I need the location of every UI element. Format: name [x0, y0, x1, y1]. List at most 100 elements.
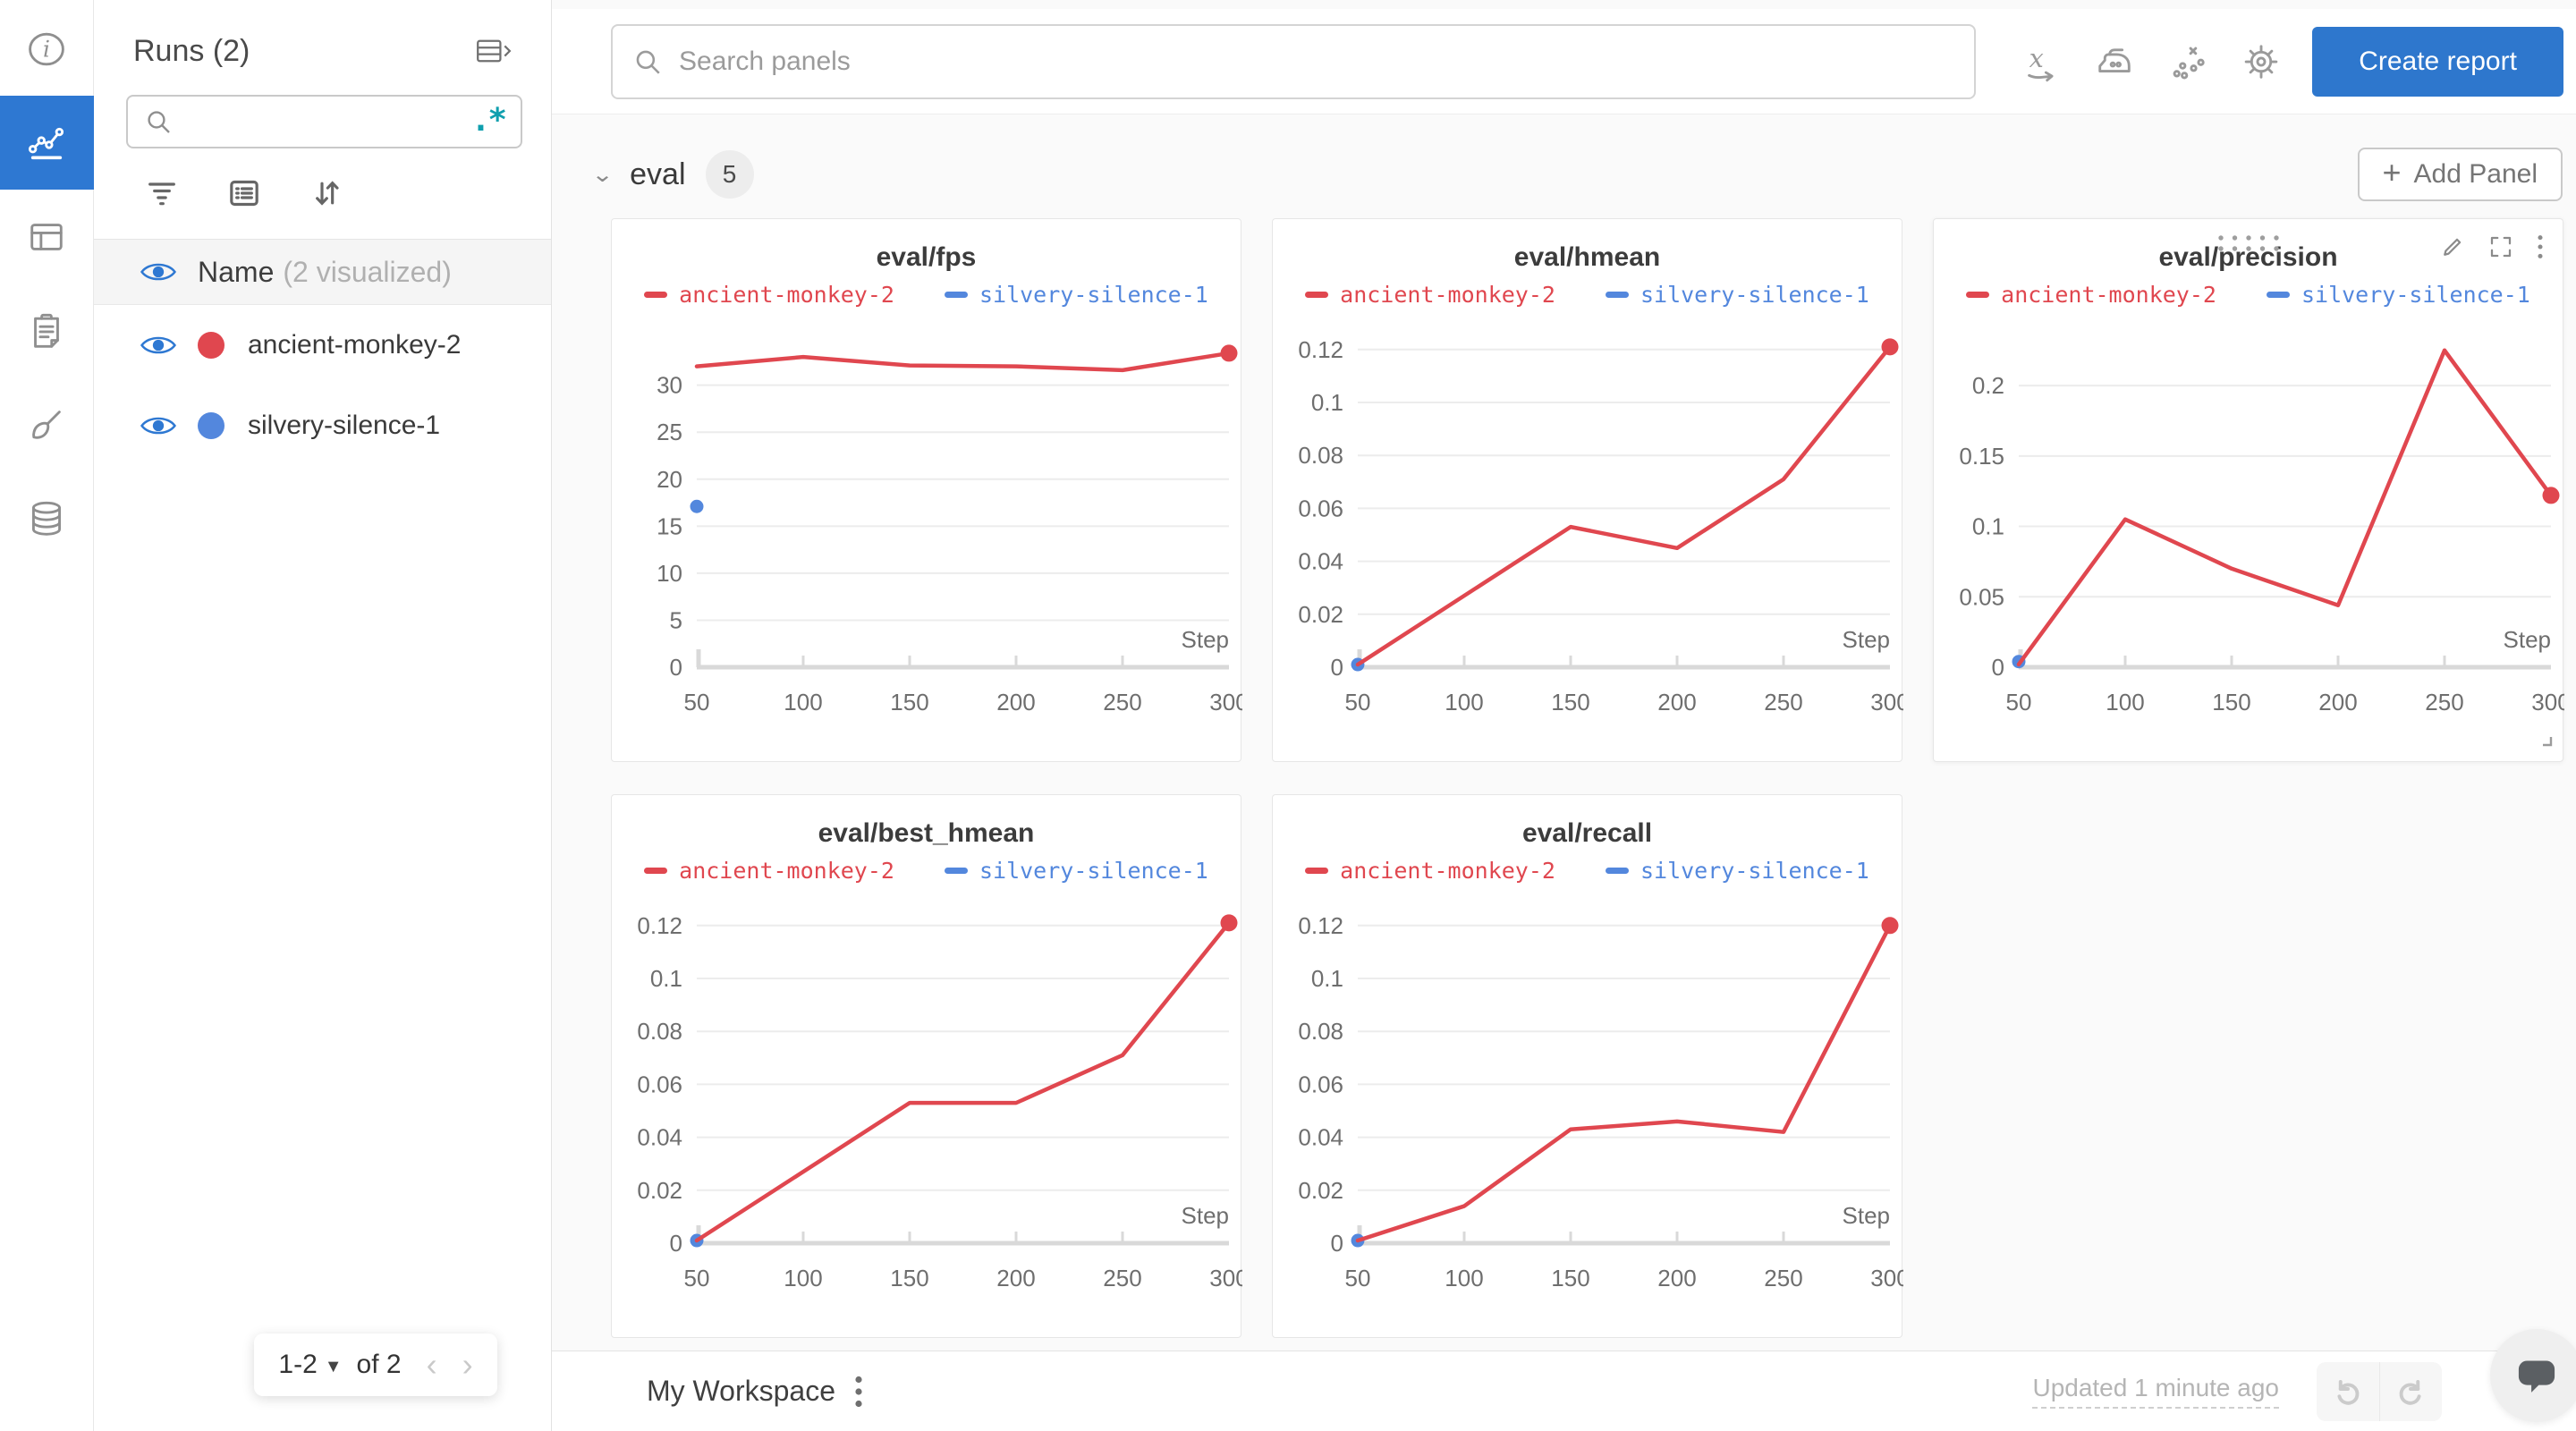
- sidebar-item-sweeps[interactable]: [0, 377, 94, 471]
- filter-icon: [148, 182, 175, 206]
- sidebar-item-charts[interactable]: [0, 96, 94, 190]
- fullscreen-icon[interactable]: [2487, 233, 2514, 260]
- clipboard-icon: [34, 313, 59, 348]
- panel-title: eval/recall: [1521, 818, 1653, 848]
- x-axis-icon: x: [2028, 42, 2054, 81]
- add-panel-button[interactable]: + Add Panel: [2357, 148, 2563, 201]
- svg-text:0.1: 0.1: [650, 965, 682, 992]
- visibility-eye-icon[interactable]: [140, 413, 176, 438]
- eval-section-header: ⌄ eval 5 + Add Panel: [591, 147, 2563, 202]
- regex-toggle-icon[interactable]: .*: [470, 101, 507, 139]
- line-end-marker: [1220, 344, 1238, 362]
- run-line: [694, 920, 1232, 1243]
- svg-text:0.08: 0.08: [1298, 442, 1343, 469]
- panels-content: ⌄ eval 5 + Add Panel eval/fps ancient-mon…: [552, 114, 2576, 1351]
- panel-actions: [2439, 233, 2545, 260]
- line-end-marker: [1220, 914, 1238, 932]
- panel-drag-handle-icon[interactable]: [2214, 232, 2284, 255]
- plus-icon: +: [2382, 154, 2402, 191]
- page-size-caret-icon[interactable]: ▼: [324, 1356, 343, 1376]
- legend-item: ancient-monkey-2: [1966, 282, 2216, 308]
- legend-swatch: [1305, 868, 1329, 874]
- panel-search-input[interactable]: [679, 46, 1955, 77]
- svg-text:150: 150: [890, 689, 928, 716]
- svg-text:250: 250: [1103, 1265, 1141, 1291]
- legend-swatch: [1605, 292, 1629, 298]
- svg-text:150: 150: [1551, 689, 1589, 716]
- workspace-menu-button[interactable]: [853, 1374, 864, 1410]
- chart-panel[interactable]: eval/hmean ancient-monkey-2 silvery-silenc…: [1272, 218, 1903, 762]
- legend-item: ancient-monkey-2: [1305, 282, 1555, 308]
- outlier-scatter-icon: [2173, 47, 2205, 79]
- legend-item: silvery-silence-1: [1605, 282, 1869, 308]
- main-area: x: [552, 0, 2576, 1431]
- sidebar-item-overview[interactable]: i: [0, 2, 94, 96]
- legend-run-name: silvery-silence-1: [979, 858, 1208, 884]
- legend-item: silvery-silence-1: [944, 282, 1208, 308]
- run-color-dot: [198, 332, 225, 359]
- legend-swatch: [2266, 292, 2290, 298]
- smoothing-button[interactable]: [2094, 41, 2135, 82]
- x-axis-settings-button[interactable]: x: [2021, 41, 2062, 82]
- info-icon: i: [29, 32, 64, 65]
- svg-text:50: 50: [684, 1265, 710, 1291]
- edit-pencil-icon[interactable]: [2439, 233, 2466, 260]
- run-row-ancient-monkey-2[interactable]: ancient-monkey-2: [94, 305, 551, 385]
- workspace-settings-button[interactable]: [2241, 41, 2282, 82]
- prev-page-button[interactable]: ‹: [426, 1346, 437, 1383]
- line-end-marker: [2542, 487, 2560, 504]
- create-report-button[interactable]: Create report: [2312, 26, 2563, 97]
- legend-run-name: ancient-monkey-2: [679, 858, 894, 884]
- visualized-count: (2 visualized): [283, 255, 452, 288]
- line-plot: 0 0.02 0.04 0.06 0.08 0.1 0.12 50 100 150 200 250 30…: [637, 912, 1242, 1291]
- open-runs-table-button[interactable]: [474, 32, 512, 70]
- sidebar-item-logs[interactable]: [0, 284, 94, 377]
- page-range[interactable]: 1-2: [278, 1350, 318, 1379]
- legend-item: silvery-silence-1: [944, 858, 1208, 884]
- run-line: [1355, 344, 1893, 667]
- panel-menu-kebab-icon[interactable]: [2536, 233, 2545, 260]
- panel-search-box: [611, 23, 1977, 99]
- outlier-sampling-button[interactable]: [2167, 41, 2208, 82]
- legend-run-name: silvery-silence-1: [979, 282, 1208, 308]
- section-collapse-chevron-icon[interactable]: ⌄: [591, 162, 614, 187]
- svg-text:Step: Step: [1843, 626, 1891, 653]
- svg-text:300: 300: [1209, 689, 1242, 716]
- help-chat-button[interactable]: [2490, 1329, 2576, 1422]
- chart-panel[interactable]: eval/fps ancient-monkey-2 silvery-silence-…: [611, 218, 1242, 762]
- svg-text:0.1: 0.1: [1311, 389, 1343, 416]
- svg-text:200: 200: [2318, 689, 2357, 716]
- svg-text:50: 50: [684, 689, 710, 716]
- section-panel-count-badge: 5: [705, 150, 754, 199]
- panel-grid: eval/fps ancient-monkey-2 silvery-silence-…: [552, 218, 2576, 1338]
- chart-panel[interactable]: eval/precision ancient-monkey-2 silvery-si…: [1933, 218, 2564, 762]
- legend-swatch: [644, 292, 668, 298]
- filter-runs-button[interactable]: [144, 175, 180, 216]
- page-total: of 2: [356, 1350, 402, 1379]
- svg-text:0.1: 0.1: [1311, 965, 1343, 992]
- redo-button[interactable]: [2380, 1362, 2443, 1421]
- group-runs-button[interactable]: [226, 175, 262, 216]
- svg-text:50: 50: [2006, 689, 2032, 716]
- panel-resize-handle[interactable]: [2538, 732, 2555, 754]
- svg-text:20: 20: [657, 466, 682, 493]
- svg-text:150: 150: [2212, 689, 2250, 716]
- sort-runs-button[interactable]: [309, 175, 344, 216]
- run-row-silvery-silence-1[interactable]: silvery-silence-1: [94, 385, 551, 466]
- chart-panel[interactable]: eval/recall ancient-monkey-2 silvery-silen…: [1272, 794, 1903, 1338]
- undo-button[interactable]: [2317, 1361, 2380, 1421]
- svg-text:150: 150: [890, 1265, 928, 1291]
- svg-text:0.12: 0.12: [637, 912, 682, 939]
- runs-search-input[interactable]: [185, 107, 471, 136]
- runs-header-row: Name (2 visualized): [94, 239, 551, 305]
- updated-timestamp[interactable]: Updated 1 minute ago: [2032, 1374, 2279, 1409]
- svg-text:Step: Step: [2504, 626, 2552, 653]
- legend-item: silvery-silence-1: [1605, 858, 1869, 884]
- visibility-eye-icon[interactable]: [140, 333, 176, 358]
- next-page-button[interactable]: ›: [462, 1346, 473, 1383]
- legend: ancient-monkey-2 silvery-silence-1: [1934, 282, 2563, 308]
- sidebar-item-artifacts[interactable]: [0, 471, 94, 565]
- sidebar-item-tables[interactable]: [0, 190, 94, 284]
- visibility-eye-icon[interactable]: [140, 259, 176, 284]
- chart-panel[interactable]: eval/best_hmean ancient-monkey-2 silvery-s…: [611, 794, 1242, 1338]
